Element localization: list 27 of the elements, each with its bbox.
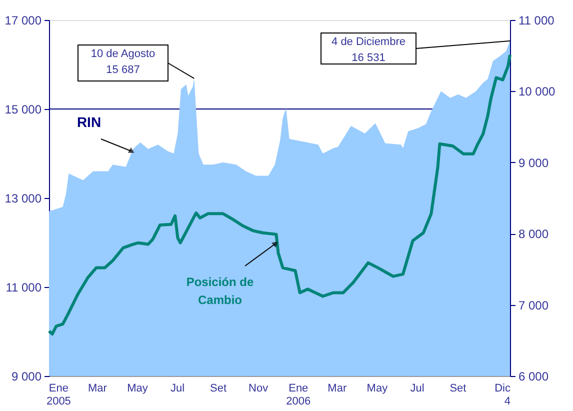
y2-tick-label: 9 000 — [518, 156, 549, 170]
y-tick-label: 17 000 — [4, 14, 42, 28]
annotation: 4 de Diciembre 16 531 — [332, 36, 406, 64]
x-tick-label: Mar — [328, 382, 347, 394]
text: RIN — [76, 114, 102, 130]
y2-tick-label: 7 000 — [518, 298, 549, 312]
y-tick-label: 11 000 — [6, 280, 42, 294]
x-tick-label: Dic 4 — [494, 382, 511, 408]
x-tick-label: Jul — [170, 382, 185, 394]
x-tick-label: Jul — [410, 382, 424, 394]
x-tick-label: Mar — [88, 382, 108, 394]
y-tick-label: 15 000 — [4, 102, 42, 116]
y-tick-label: 13 000 — [4, 192, 42, 206]
x-tick-label: Set — [450, 382, 466, 394]
text: Posición de Cambio — [186, 275, 254, 307]
annotation: 10 de Agosto 15 687 — [90, 48, 156, 76]
x-tick-label: Nov — [248, 382, 269, 394]
y2-tick-label: 6 000 — [518, 370, 549, 384]
y2-tick-label: 11 000 — [518, 14, 555, 28]
y2-tick-label: 8 000 — [518, 227, 549, 242]
x-tick-label: Set — [210, 382, 227, 394]
y-tick-label: 9 000 — [11, 370, 42, 384]
x-tick-label: Ene 2005 — [46, 382, 71, 408]
x-tick-label: May — [127, 382, 148, 394]
x-tick-label: Ene 2006 — [286, 382, 311, 408]
x-tick-label: May — [366, 382, 388, 394]
y2-tick-label: 10 000 — [518, 84, 556, 99]
